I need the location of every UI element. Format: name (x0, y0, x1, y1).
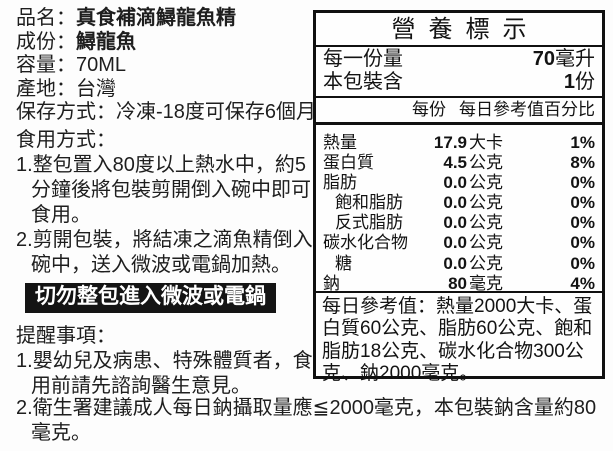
serving-size-label: 每一份量 (323, 48, 403, 70)
daily-value-footnote: 每日參考值：熱量2000大卡、蛋白質60公克、脂肪60公克、飽和脂肪18公克、碳… (322, 295, 593, 385)
field-label: 容量： (16, 54, 76, 76)
field-storage: 保存方式：冷凍-18度可保存6個月 (16, 101, 317, 125)
step-number: 2. (16, 228, 33, 251)
step-number: 1. (16, 153, 33, 176)
notice-item-sodium: 2.衛生署建議成人每日鈉攝取量應≦2000毫克，本包裝鈉含量約80毫克。 (16, 396, 602, 446)
field-label: 品名： (16, 7, 76, 29)
serving-size-row: 每一份量 70毫升 (323, 48, 595, 71)
field-value: 真食補滴鱘龍魚精 (76, 7, 236, 29)
servings-per-pack-label: 本包裝含 (323, 71, 403, 93)
field-value: 冷凍-18度可保存6個月 (116, 101, 317, 123)
table-row-trans-fat: 反式脂肪 0.0 公克 0% (335, 213, 595, 233)
table-row-saturated-fat: 飽和脂肪 0.0 公克 0% (335, 193, 595, 213)
notice-item: 1.嬰幼兒及病患、特殊體質者，食用前請先諮詢醫生意見。 (16, 349, 317, 399)
field-origin: 產地：台灣 (16, 78, 317, 102)
servings-per-pack-row: 本包裝含 1份 (323, 71, 595, 94)
usage-heading: 食用方式： (16, 128, 116, 151)
warning-banner: 切勿整包進入微波或電鍋 (25, 282, 276, 313)
notice-text: 嬰幼兒及病患、特殊體質者，食用前請先諮詢醫生意見。 (31, 349, 313, 397)
serving-info: 每一份量 70毫升 本包裝含 1份 (316, 47, 602, 98)
table-row-sodium: 鈉 80 毫克 4% (323, 273, 595, 293)
field-ingredients: 成份：鱘龍魚 (16, 31, 317, 55)
field-value: 鱘龍魚 (76, 30, 136, 53)
serving-size-value: 70毫升 (532, 48, 595, 70)
notice-text: 衛生署建議成人每日鈉攝取量應≦2000毫克，本包裝鈉含量約80毫克。 (31, 397, 597, 444)
field-label: 產地： (16, 77, 76, 100)
notice-number: 1. (16, 349, 33, 372)
nutrition-column-headers: 每份 每日參考值百分比 (316, 98, 602, 125)
servings-per-pack-value: 1份 (563, 71, 595, 93)
nutrition-title: 營養標示 (316, 13, 602, 47)
step-text: 整包置入80度以上熱水中，約5分鐘後將包裝剪開倒入碗中即可食用。 (31, 153, 311, 226)
per-serving-header: 每份 (412, 100, 446, 119)
field-value: 70ML (76, 54, 127, 76)
table-row-sugar: 糖 0.0 公克 0% (335, 253, 595, 273)
field-label: 保存方式： (16, 101, 116, 123)
nutrition-facts-panel: 營養標示 每一份量 70毫升 本包裝含 1份 每份 每日參考值百分比 熱量 17.… (313, 10, 605, 384)
daily-value-header: 每日參考值百分比 (459, 100, 595, 119)
product-info-column: 品名：真食補滴鱘龍魚精 成份：鱘龍魚 容量：70ML 產地：台灣 保存方式：冷凍… (16, 7, 317, 399)
table-row-carbohydrate: 碳水化合物 0.0 公克 0% (323, 233, 595, 253)
table-row-protein: 蛋白質 4.5 公克 8% (323, 153, 595, 173)
field-label: 成份： (16, 30, 76, 53)
field-volume: 容量：70ML (16, 54, 317, 78)
field-value: 台灣 (76, 77, 116, 100)
usage-step: 2.剪開包裝，將結凍之滴魚精倒入碗中，送入微波或電鍋加熱。 (16, 228, 317, 278)
step-text: 剪開包裝，將結凍之滴魚精倒入碗中，送入微波或電鍋加熱。 (31, 228, 313, 276)
notice-number: 2. (16, 397, 33, 419)
nutrient-table: 熱量 17.9 大卡 1% 蛋白質 4.5 公克 8% 脂肪 0.0 公克 0% 飽和脂肪 0.0 公… (316, 125, 602, 293)
usage-step: 1.整包置入80度以上熱水中，約5分鐘後將包裝剪開倒入碗中即可食用。 (16, 153, 317, 228)
field-product-name: 品名：真食補滴鱘龍魚精 (16, 7, 317, 31)
notice-heading: 提醒事項： (16, 324, 116, 347)
table-row-calories: 熱量 17.9 大卡 1% (323, 133, 595, 152)
table-row-fat: 脂肪 0.0 公克 0% (323, 173, 595, 193)
